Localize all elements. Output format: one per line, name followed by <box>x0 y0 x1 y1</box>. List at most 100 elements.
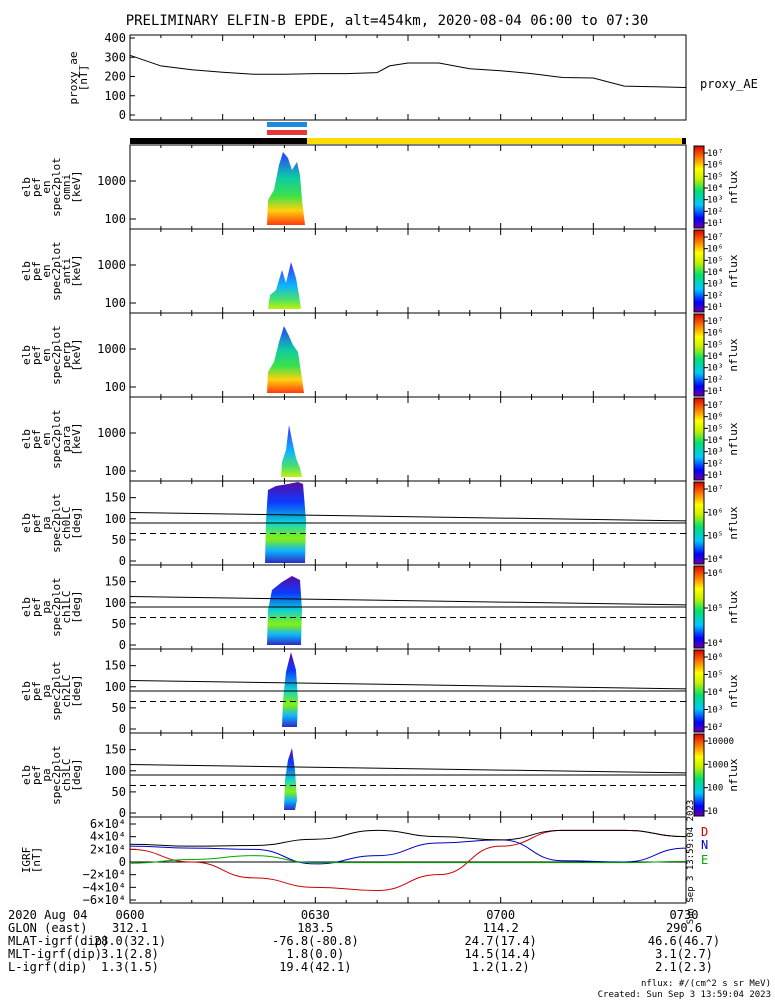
pa-y-label: ch2LC <box>60 674 73 707</box>
colorbar-tick-label: 10⁶ <box>707 653 723 663</box>
spectrogram-frame <box>129 228 687 314</box>
ae-y-tick-label: 100 <box>104 89 126 103</box>
footer-cell: -76.8(-80.8) <box>272 934 359 948</box>
spectrogram-flux-region <box>281 425 302 477</box>
pa-flux-region <box>284 748 297 810</box>
colorbar-tick-label: 10⁶ <box>707 569 723 579</box>
pa-y-label: [deg] <box>70 674 83 707</box>
pa-y-tick-label: 100 <box>104 764 126 778</box>
colorbar-tick-label: 10⁶ <box>707 508 723 518</box>
colorbar-tick-label: 10⁶ <box>707 245 723 255</box>
pa-y-label: elb <box>20 681 33 701</box>
colorbar-label: nflux <box>727 338 740 371</box>
colorbar-tick-label: 10² <box>707 459 723 469</box>
colorbar-label: nflux <box>727 422 740 455</box>
spectrogram-y-label: spec2plot <box>50 241 63 301</box>
footer-cell: 1.2(1.2) <box>472 960 530 974</box>
pa-y-label: pef <box>30 765 43 785</box>
spectrogram-y-label: para <box>60 426 73 453</box>
colorbar-tick-label: 10² <box>707 723 723 733</box>
pa-y-tick-label: 100 <box>104 680 126 694</box>
pa-y-label: pa <box>40 768 53 781</box>
colorbar <box>693 229 705 313</box>
footer-cell: 3.1(2.7) <box>655 947 713 961</box>
pa-flux-region <box>267 576 302 645</box>
colorbar-tick-label: 10⁴ <box>707 436 723 446</box>
pa-y-label: spec2plot <box>50 661 63 721</box>
colorbar-tick-label: 10³ <box>707 448 723 458</box>
spectrogram-y-label: omni <box>60 174 73 201</box>
footer-cell: 312.1 <box>112 921 148 935</box>
colorbar-tick-label: 10⁷ <box>707 149 723 159</box>
footer-cell: 3.1(2.8) <box>101 947 159 961</box>
colorbar-tick-label: 10⁷ <box>707 233 723 243</box>
figure-title: PRELIMINARY ELFIN-B EPDE, alt=454km, 202… <box>126 13 649 29</box>
loss-cone-line-upper <box>129 679 687 690</box>
igrf-series-total <box>129 829 687 847</box>
colorbar <box>693 649 705 733</box>
pa-y-label: pef <box>30 513 43 533</box>
igrf-y-tick-label: −6×10⁴ <box>83 893 126 907</box>
colorbar-tick-label: 10³ <box>707 196 723 206</box>
proxy-ae-panel: 400 300 200 100 0 proxy_ae[nT] proxy_AE <box>67 31 758 122</box>
spectrogram-flux-region <box>267 152 305 225</box>
footer-units-note: nflux: #/(cm^2 s sr MeV) <box>641 979 771 989</box>
igrf-side-timestamp: Sun Sep 3 13:59:04 2023 <box>686 800 696 925</box>
spectrogram-y-label: en <box>40 180 53 193</box>
colorbar-tick-label: 10⁴ <box>707 639 723 649</box>
orbit-bar-yellow <box>307 138 686 144</box>
colorbar-tick-label: 100 <box>707 784 723 794</box>
footer-cell: 19.4(42.1) <box>279 960 351 974</box>
colorbar-tick-label: 10³ <box>707 364 723 374</box>
pa-y-label: elb <box>20 513 33 533</box>
footer-cell: 183.5 <box>297 921 333 935</box>
spectrogram-y-label: elb <box>20 429 33 449</box>
spectrogram-y-label: pef <box>30 429 43 449</box>
colorbar-label: nflux <box>727 758 740 791</box>
igrf-label-e: E <box>701 853 708 867</box>
ae-y-tick-label: 300 <box>104 50 126 64</box>
science-zone-bar-red <box>267 130 307 135</box>
colorbar-tick-label: 10¹ <box>707 219 723 229</box>
pa-y-label: [deg] <box>70 758 83 791</box>
spectrogram-y-label: spec2plot <box>50 325 63 385</box>
pa-y-label: pa <box>40 600 53 613</box>
colorbar-tick-label: 10⁵ <box>707 532 723 542</box>
colorbar-tick-label: 1000 <box>707 760 729 770</box>
colorbar <box>693 313 705 397</box>
colorbar-tick-label: 10⁵ <box>707 604 723 614</box>
colorbar-tick-label: 10⁴ <box>707 184 723 194</box>
footer-row-label: 2020 Aug 04 <box>8 908 87 922</box>
pa-y-label: ch1LC <box>60 590 73 623</box>
footer-cell: 1.3(1.5) <box>101 960 159 974</box>
igrf-series-n <box>129 839 687 865</box>
footer-created: Created: Sun Sep 3 13:59:04 2023 <box>598 990 771 1000</box>
pa-y-label: ch0LC <box>60 506 73 539</box>
spectrogram-frame <box>129 396 687 482</box>
colorbar-tick-label: 10¹ <box>707 471 723 481</box>
pa-y-tick-label: 100 <box>104 596 126 610</box>
igrf-y-tick-label: −2×10⁴ <box>83 868 126 882</box>
footer-row-label: GLON (east) <box>8 921 87 935</box>
pa-y-tick-label: 0 <box>119 638 126 652</box>
igrf-y-label: [nT] <box>30 847 43 874</box>
energy-spectrogram-panels: 1000100elbpefenspec2plotomni[keV]10⁷10⁶1… <box>20 144 740 482</box>
colorbar-tick-label: 10⁷ <box>707 317 723 327</box>
colorbar-label: nflux <box>727 254 740 287</box>
colorbar-tick-label: 10⁵ <box>707 340 723 350</box>
colorbar-tick-label: 10² <box>707 291 723 301</box>
spectrogram-y-label: en <box>40 348 53 361</box>
spectrogram-frame <box>129 312 687 398</box>
footer-cell: 1.8(0.0) <box>286 947 344 961</box>
footer-cell: 0630 <box>301 908 330 922</box>
footer-cell: 14.5(14.4) <box>465 947 537 961</box>
pa-y-label: [deg] <box>70 506 83 539</box>
igrf-series-e <box>129 855 687 864</box>
colorbar-label: nflux <box>727 590 740 623</box>
ae-series-label: proxy_AE <box>700 77 758 91</box>
pa-y-tick-label: 100 <box>104 512 126 526</box>
colorbar-tick-label: 10⁵ <box>707 671 723 681</box>
colorbar-tick-label: 10⁴ <box>707 555 723 565</box>
spectrogram-y-tick-label: 100 <box>104 212 126 226</box>
colorbar <box>693 481 705 565</box>
